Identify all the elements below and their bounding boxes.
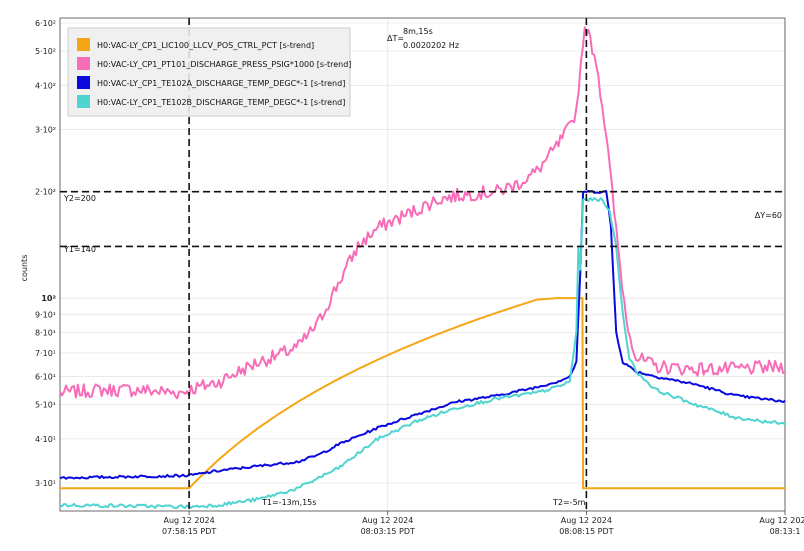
legend-swatch-3 <box>77 76 90 89</box>
y-tick-label: 6·10² <box>35 19 56 28</box>
delta-t-frequency: 0.0020202 Hz <box>403 41 459 50</box>
t2-label: T2=-5m <box>552 498 586 507</box>
x-tick-time: 07:58:15 PDT <box>162 527 216 536</box>
y2-label: Y2=200 <box>63 194 96 203</box>
y-axis-title: counts <box>20 255 29 282</box>
y-tick-label: 3·10¹ <box>35 479 56 488</box>
x-tick-date: Aug 12 2024 <box>561 516 612 525</box>
y-tick-label: 9·10¹ <box>35 310 56 319</box>
delta-y-label: ΔY=60 <box>755 211 782 220</box>
x-tick-date: Aug 12 2024 <box>163 516 214 525</box>
legend-swatch-1 <box>77 38 90 51</box>
x-tick-time: 08:13:1 <box>770 527 801 536</box>
y-tick-label: 5·10² <box>35 47 56 56</box>
legend-label-3: H0:VAC-LY_CP1_TE102A_DISCHARGE_TEMP_DEGC… <box>97 79 345 88</box>
legend-label-2: H0:VAC-LY_CP1_PT101_DISCHARGE_PRESS_PSIG… <box>97 60 351 69</box>
plot-area-border <box>59 17 786 512</box>
delta-t-label: ΔT= <box>387 34 404 43</box>
legend-swatch-2 <box>77 57 90 70</box>
legend-label-4: H0:VAC-LY_CP1_TE102B_DISCHARGE_TEMP_DEGC… <box>97 98 345 107</box>
y-axis: 3·10¹ 4·10¹ 5·10¹ 6·10¹ 7·10¹ 8·10¹ 9·10¹ 10² 2·… <box>35 19 57 488</box>
y-tick-label: 5·10¹ <box>35 401 56 410</box>
t1-label: T1=-13m,15s <box>261 498 316 507</box>
legend-box <box>67 27 351 117</box>
y-tick-label: 7·10¹ <box>35 349 56 358</box>
y-tick-label: 4·10² <box>35 81 56 90</box>
y-tick-label: 3·10² <box>35 125 56 134</box>
x-tick-time: 08:08:15 PDT <box>559 527 613 536</box>
y1-label: Y1=140 <box>63 245 96 254</box>
x-tick-date: Aug 12 2024 <box>759 516 804 525</box>
series-line-3 <box>59 189 786 480</box>
series-line-4 <box>59 196 786 509</box>
series-line-1 <box>60 297 785 490</box>
x-tick-date: Aug 12 2024 <box>362 516 413 525</box>
legend: H0:VAC-LY_CP1_LIC100_LLCV_POS_CTRL_PCT [… <box>67 27 351 117</box>
legend-label-1: H0:VAC-LY_CP1_LIC100_LLCV_POS_CTRL_PCT [… <box>97 41 314 50</box>
y-tick-label: 2·10² <box>35 188 56 197</box>
y-tick-label: 10² <box>41 294 56 303</box>
legend-items: H0:VAC-LY_CP1_LIC100_LLCV_POS_CTRL_PCT [… <box>77 38 351 108</box>
y-tick-label: 4·10¹ <box>35 435 56 444</box>
legend-swatch-4 <box>77 95 90 108</box>
y-tick-label: 8·10¹ <box>35 328 56 337</box>
annotations: ΔT= 8m,15s 0.0020202 Hz ΔY=60 Y2=200 Y1=… <box>63 27 782 507</box>
x-tick-time: 08:03:15 PDT <box>361 527 415 536</box>
delta-t-value: 8m,15s <box>403 27 433 36</box>
y-tick-label: 6·10¹ <box>35 373 56 382</box>
x-axis: Aug 12 2024 07:58:15 PDT Aug 12 2024 08:03:… <box>162 511 804 536</box>
series-layer <box>59 26 786 509</box>
series-line-2 <box>59 26 786 400</box>
